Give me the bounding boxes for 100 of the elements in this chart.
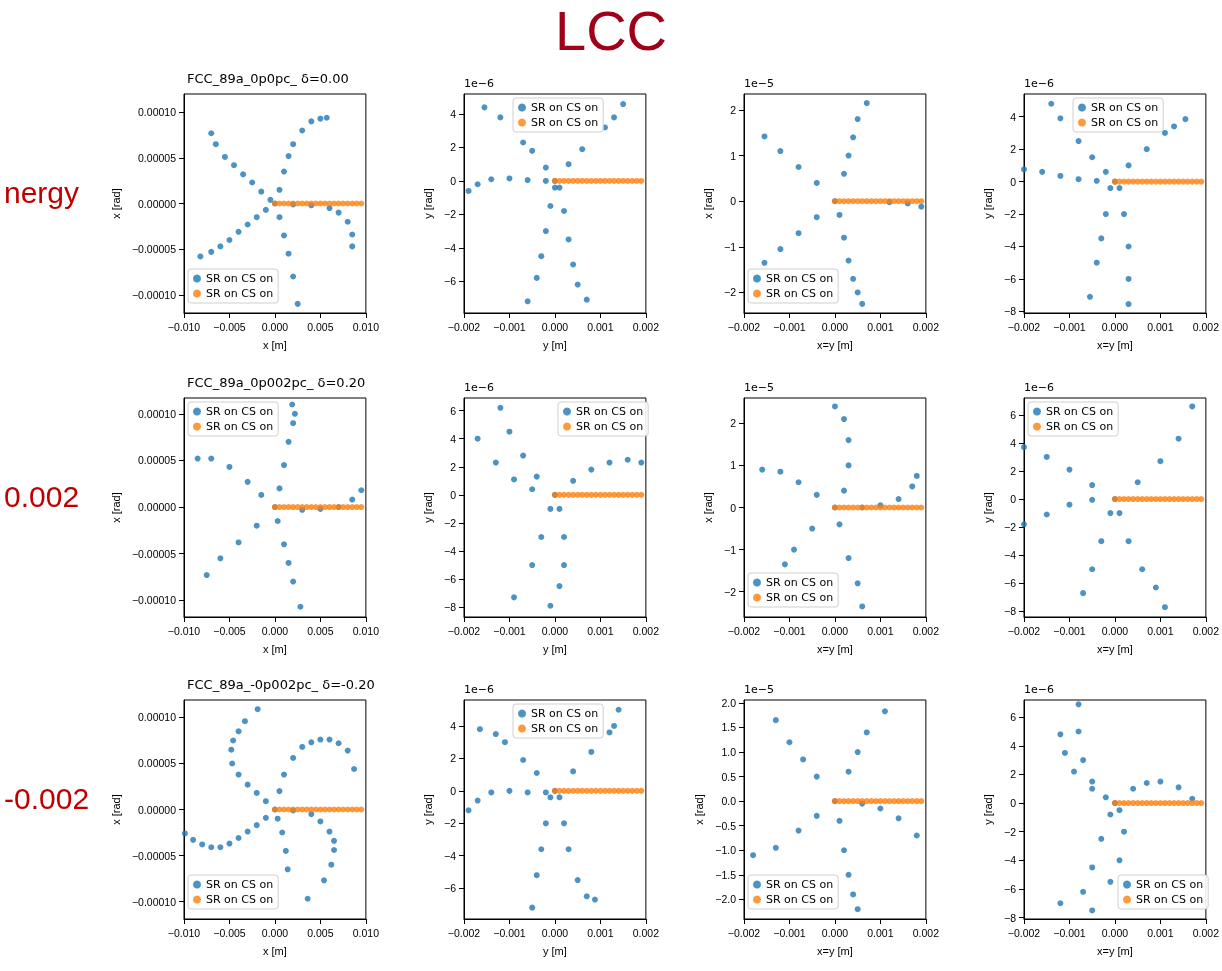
x-tick-label: −0.010 [167, 320, 201, 333]
x-axis-title: x [m] [263, 944, 287, 957]
y-tick-label: −0.00010 [131, 895, 177, 908]
y-tick-label: −4 [1004, 549, 1017, 562]
y-tick-label: 4 [450, 108, 457, 121]
x-tick-label: −0.001 [1053, 320, 1086, 333]
legend-label: SR on CS on [206, 878, 274, 891]
x-tick-label: 0.000 [821, 926, 849, 939]
y-tick-label: −0.00010 [131, 594, 177, 607]
legend-label: SR on CS on [766, 272, 834, 285]
y-tick-label: −6 [1004, 272, 1017, 285]
x-tick-label: −0.001 [1053, 624, 1086, 637]
y-tick-label: 2 [1010, 465, 1017, 477]
x-tick-label: −0.002 [1007, 624, 1041, 637]
x-tick-label: 0.001 [867, 926, 894, 939]
x-tick-label: 0.000 [821, 624, 849, 637]
y-tick-label: −1.5 [715, 868, 737, 881]
x-tick-label: 0.010 [352, 624, 380, 637]
chart-title: FCC_89a_-0p002pc_ δ=-0.20 [187, 677, 375, 692]
text: 1e−6 [1024, 77, 1054, 90]
x-axis-title: x=y [m] [1097, 642, 1133, 655]
y-axis-title: y [rad] [421, 794, 434, 825]
x-tick-label: −0.001 [773, 624, 806, 637]
text: 1e−5 [744, 683, 774, 696]
x-tick-label: −0.002 [447, 320, 481, 333]
y-tick-label: 0.00010 [138, 407, 177, 420]
x-tick-label: −0.002 [1007, 926, 1041, 939]
text: 1e−6 [464, 77, 494, 90]
x-tick-label: 0.000 [1101, 320, 1129, 333]
y-tick-label: −2 [724, 585, 737, 598]
y-tick-label: 1.0 [721, 746, 737, 759]
chart-title: FCC_89a_0p002pc_ δ=0.20 [187, 375, 366, 390]
x-tick-label: 0.005 [307, 624, 334, 637]
x-tick-label: −0.002 [447, 624, 481, 637]
y-tick-label: 4 [450, 432, 457, 445]
text: 1e−6 [1024, 683, 1054, 696]
y-tick-label: 0 [1010, 175, 1017, 188]
x-tick-label: −0.001 [1053, 926, 1086, 939]
legend-label: SR on CS on [531, 101, 599, 114]
y-tick-label: −6 [444, 882, 457, 895]
legend-label: SR on CS on [206, 272, 274, 285]
x-tick-label: 0.000 [541, 624, 569, 637]
y-tick-label: −0.00005 [131, 547, 177, 560]
y-tick-label: 0.0 [721, 795, 737, 808]
legend-label: SR on CS on [531, 707, 599, 720]
y-tick-label: 0 [450, 174, 457, 187]
y-axis-title: x [rad] [692, 794, 705, 825]
y-tick-label: −0.00010 [131, 288, 177, 301]
x-tick-label: 0.001 [587, 926, 614, 939]
y-tick-label: −6 [1004, 882, 1017, 895]
legend-label: SR on CS on [1136, 878, 1204, 891]
y-tick-label: 0.00010 [138, 711, 177, 724]
legend-label: SR on CS on [206, 405, 274, 418]
y-tick-label: −4 [1004, 240, 1017, 253]
y-tick-label: 4 [1010, 739, 1017, 752]
x-axis-title: x=y [m] [1097, 944, 1133, 957]
y-axis-title: x [rad] [109, 794, 122, 825]
x-tick-label: 0.002 [632, 320, 660, 333]
x-tick-label: 0.001 [587, 320, 614, 333]
y-tick-label: −0.5 [715, 819, 737, 832]
y-tick-label: 0.00000 [138, 501, 177, 514]
x-tick-label: −0.001 [773, 320, 806, 333]
y-tick-label: −0.00005 [131, 849, 177, 862]
x-tick-label: 0.005 [307, 926, 334, 939]
text: 1e−5 [744, 77, 774, 90]
x-tick-label: −0.001 [493, 926, 526, 939]
y-tick-label: 2 [730, 417, 737, 430]
y-tick-label: 2.0 [721, 696, 737, 709]
text: 0.002 [4, 480, 80, 514]
text: 1e−6 [464, 381, 494, 394]
x-tick-label: 0.010 [352, 926, 380, 939]
y-tick-label: −2 [444, 516, 457, 529]
x-tick-label: 0.000 [821, 320, 849, 333]
x-tick-label: 0.000 [261, 926, 289, 939]
y-tick-label: 1.5 [721, 721, 737, 734]
y-tick-label: 0 [1010, 797, 1017, 810]
y-tick-label: −2 [724, 286, 737, 299]
y-tick-label: −4 [444, 545, 457, 558]
x-tick-label: −0.001 [493, 320, 526, 333]
x-tick-label: 0.002 [912, 624, 940, 637]
legend-label: SR on CS on [766, 878, 834, 891]
y-tick-label: 1 [730, 459, 737, 472]
y-tick-label: 1 [730, 149, 737, 162]
x-axis-title: x [m] [263, 338, 287, 351]
y-tick-label: −0.00005 [131, 243, 177, 256]
legend-label: SR on CS on [576, 420, 644, 433]
y-tick-label: −2 [1004, 521, 1017, 534]
x-tick-label: −0.005 [213, 926, 246, 939]
text: LCC [554, 0, 668, 62]
y-tick-label: 0.00005 [138, 151, 177, 164]
legend-label: SR on CS on [1091, 116, 1159, 129]
y-tick-label: 0.00005 [138, 454, 177, 467]
y-tick-label: 0 [450, 784, 457, 797]
y-tick-label: 6 [1010, 711, 1017, 724]
x-tick-label: 0.010 [352, 320, 380, 333]
y-tick-label: 2 [450, 752, 457, 765]
y-tick-label: −4 [444, 849, 457, 862]
y-tick-label: 0 [730, 501, 737, 514]
x-tick-label: −0.010 [167, 624, 201, 637]
y-tick-label: 0.00005 [138, 757, 177, 770]
